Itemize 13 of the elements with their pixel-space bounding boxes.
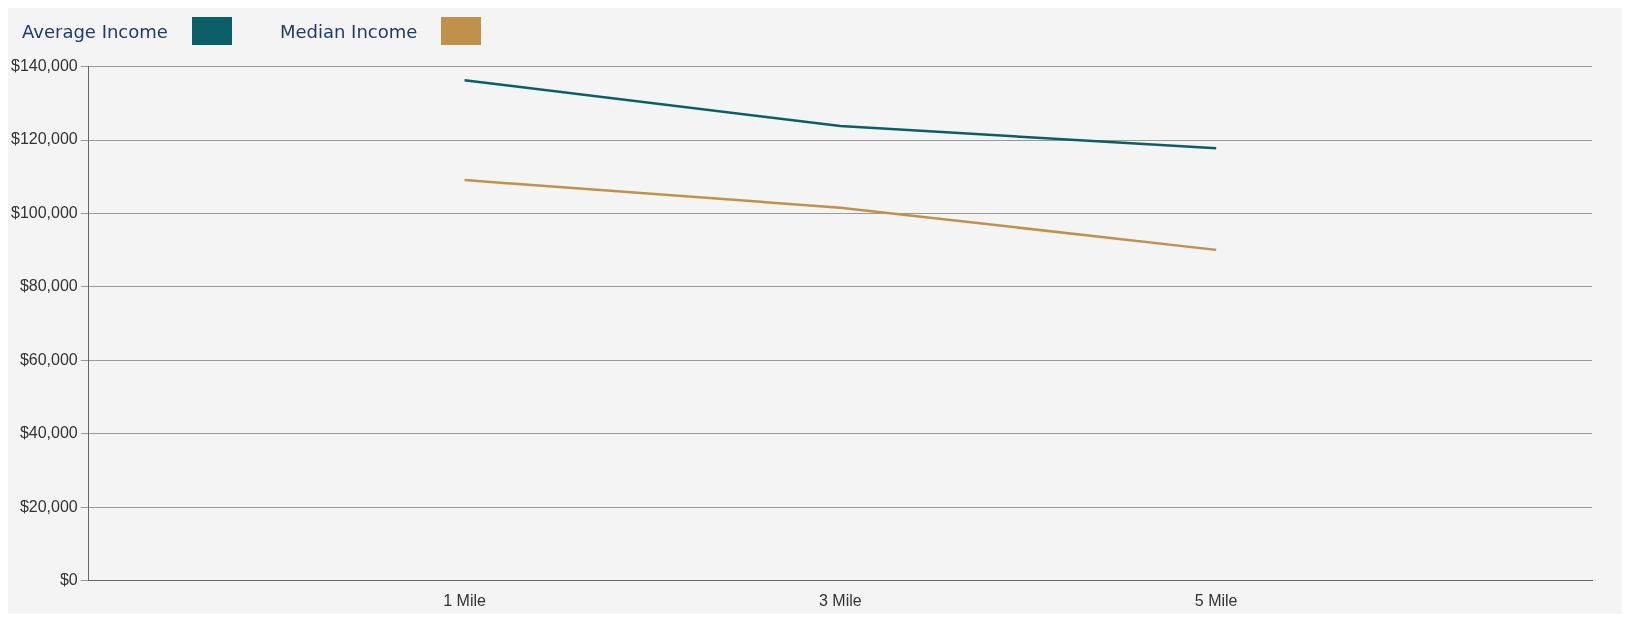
y-tick-label: $80,000 [19,277,78,295]
legend-label: Average Income [22,20,168,42]
y-tick-label: $60,000 [19,350,78,368]
legend-label: Median Income [279,20,418,42]
y-tick-label: $120,000 [11,130,78,148]
x-tick-label: 5 Mile [1194,591,1238,609]
y-tick-label: $140,000 [11,57,78,75]
y-tick-label: $40,000 [19,424,78,442]
x-tick-label: 3 Mile [819,591,862,609]
y-tick-label: $20,000 [19,497,78,515]
y-tick-label: $0 [59,571,78,589]
y-tick-label: $100,000 [11,203,78,221]
x-tick-label: 1 Mile [443,591,486,609]
